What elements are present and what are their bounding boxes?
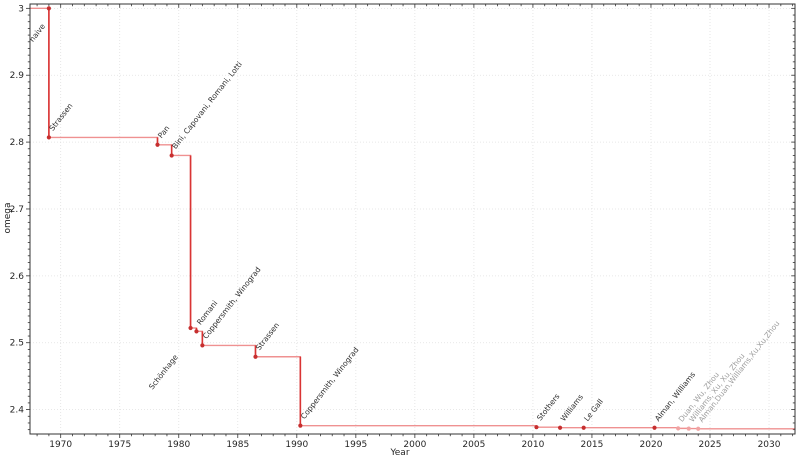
annotation-label: Alman,Duan,Williams,Xu,Xu,Zhou [697, 319, 782, 424]
annotation-label: Schönhage [147, 353, 180, 392]
data-point [46, 6, 51, 11]
data-point [188, 325, 193, 331]
x-tick-label: 2030 [758, 440, 781, 450]
annotation-label: Le Gall [582, 397, 605, 423]
x-tick-label: 1985 [226, 440, 249, 450]
data-point [652, 425, 657, 430]
data-point [253, 354, 258, 359]
plot-border [29, 3, 796, 435]
data-point [194, 329, 199, 334]
x-tick-label: 2025 [699, 440, 722, 450]
annotation-label: Strassen [254, 321, 281, 352]
data-point [534, 425, 539, 430]
data-point [200, 343, 205, 348]
x-tick-label: 1980 [167, 440, 190, 450]
axis-ticks [26, 4, 795, 438]
omega-step-line [30, 7, 795, 430]
annotation-label: Bini, Capovani, Romani, Lotti [170, 60, 244, 151]
data-point [696, 426, 701, 431]
y-axis-title: omega [3, 202, 13, 234]
annotation-label: Williams, Xu, Xu, Zhou [687, 351, 746, 423]
y-tick-label: 3 [18, 4, 24, 14]
x-tick-label: 2005 [462, 440, 485, 450]
x-tick-label: 2010 [521, 440, 544, 450]
data-point [46, 135, 51, 140]
y-tick-label: 2.8 [10, 138, 25, 148]
y-tick-label: 2.5 [10, 339, 24, 349]
y-tick-label: 2.4 [10, 406, 25, 416]
y-tick-label: 2.7 [10, 205, 24, 215]
tick-labels: 1970 1975 1980 1985 1990 1995 2000 2005 2010 2015… [10, 4, 781, 450]
data-point [557, 425, 563, 430]
data-point [581, 425, 586, 430]
data-point [155, 142, 160, 147]
x-tick-label: 2015 [580, 440, 603, 450]
annotation-label: Williams [559, 393, 585, 423]
x-tick-label: 1990 [285, 440, 308, 450]
gridlines [30, 4, 795, 434]
omega-step-drops [48, 8, 538, 428]
data-points [46, 6, 701, 431]
y-tick-label: 2.6 [10, 272, 25, 282]
data-point [686, 426, 691, 431]
annotation-label: Pan [156, 124, 172, 140]
y-tick-label: 2.9 [10, 71, 25, 81]
data-point [676, 426, 681, 431]
x-tick-label: 1975 [108, 440, 131, 450]
x-axis-title: Year [390, 448, 410, 458]
x-tick-label: 1970 [49, 440, 72, 450]
x-tick-label: 1995 [344, 440, 367, 450]
x-tick-label: 2020 [640, 440, 663, 450]
x-tick-label: 2000 [403, 440, 426, 450]
data-point [298, 423, 303, 428]
data-point [169, 153, 174, 158]
